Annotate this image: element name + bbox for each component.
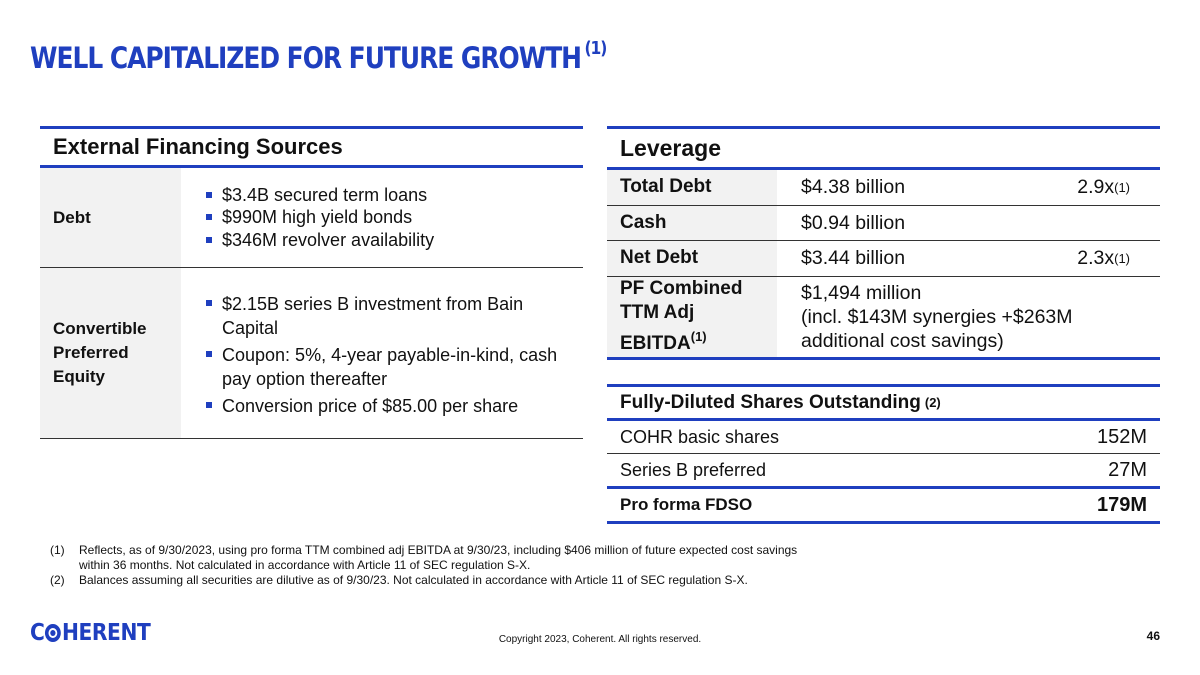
table-row: Cash $0.94 billion (607, 205, 1160, 241)
row-value: $0.94 billion (801, 211, 906, 234)
debt-row: Debt $3.4B secured term loans $990M high… (40, 168, 583, 268)
debt-label: Debt (40, 168, 181, 267)
ebitda-row: PF Combined TTM Adj EBITDA(1) $1,494 mil… (607, 276, 1160, 360)
table-row: COHR basic shares 152M (607, 421, 1160, 454)
shares-header: Fully-Diluted Shares Outstanding (2) (607, 384, 1160, 421)
convertible-label: Convertible Preferred Equity (40, 268, 181, 438)
row-ratio (1061, 206, 1160, 241)
list-item: Conversion price of $85.00 per share (205, 394, 583, 418)
leverage-table: Leverage Total Debt $4.38 billion 2.9x (1… (607, 126, 1160, 360)
footnote: (1) Reflects, as of 9/30/2023, using pro … (50, 543, 798, 572)
copyright: Copyright 2023, Coherent. All rights res… (498, 634, 702, 645)
list-item: Coupon: 5%, 4-year payable-in-kind, cash… (205, 343, 583, 391)
row-value: $4.38 billion (801, 176, 906, 199)
convertible-list: $2.15B series B investment from Bain Cap… (205, 292, 583, 418)
title-footnote-ref: (1) (584, 38, 607, 59)
table-row: Total Debt $4.38 billion 2.9x (1) (607, 170, 1160, 206)
total-value: 179M (1096, 493, 1147, 516)
list-item: $346M revolver availability (205, 229, 434, 252)
table-row: Net Debt $3.44 billion 2.3x (1) (607, 241, 1160, 277)
financing-sources-table: External Financing Sources Debt $3.4B se… (40, 126, 583, 439)
list-item: $2.15B series B investment from Bain Cap… (205, 292, 583, 340)
page-title: WELL CAPITALIZED FOR FUTURE GROWTH (1) (30, 38, 607, 75)
row-label: Cash (607, 205, 777, 240)
debt-list: $3.4B secured term loans $990M high yiel… (205, 184, 434, 252)
convertible-row: Convertible Preferred Equity $2.15B seri… (40, 268, 583, 439)
total-label: Pro forma FDSO (620, 495, 753, 514)
page-number: 46 (1146, 629, 1160, 643)
list-item: $3.4B secured term loans (205, 184, 434, 207)
row-label: Total Debt (607, 170, 777, 205)
shares-table: Fully-Diluted Shares Outstanding (2) COHR… (607, 384, 1160, 524)
ebitda-value: $1,494 million (incl. $143M synergies +$… (801, 281, 1073, 352)
ebitda-label: PF Combined TTM Adj EBITDA(1) (607, 276, 777, 357)
row-label: Series B preferred (620, 459, 767, 480)
leverage-header: Leverage (607, 126, 1160, 170)
table-row: Series B preferred 27M (607, 454, 1160, 489)
list-item: $990M high yield bonds (205, 206, 434, 229)
row-ratio: 2.3x (1) (1077, 246, 1130, 269)
row-label: Net Debt (607, 241, 777, 276)
row-value: 152M (1096, 425, 1147, 448)
row-value: $3.44 billion (801, 247, 906, 270)
row-value: 27M (1108, 458, 1147, 481)
logo-ring-icon (45, 624, 62, 642)
total-row: Pro forma FDSO 179M (607, 489, 1160, 524)
coherent-logo: C HERENT (30, 620, 151, 646)
financing-header: External Financing Sources (40, 126, 583, 168)
row-label: COHR basic shares (620, 426, 780, 447)
footnotes: (1) Reflects, as of 9/30/2023, using pro … (50, 543, 810, 588)
row-ratio: 2.9x (1) (1077, 175, 1130, 198)
footnote: (2) Balances assuming all securities are … (50, 573, 748, 587)
